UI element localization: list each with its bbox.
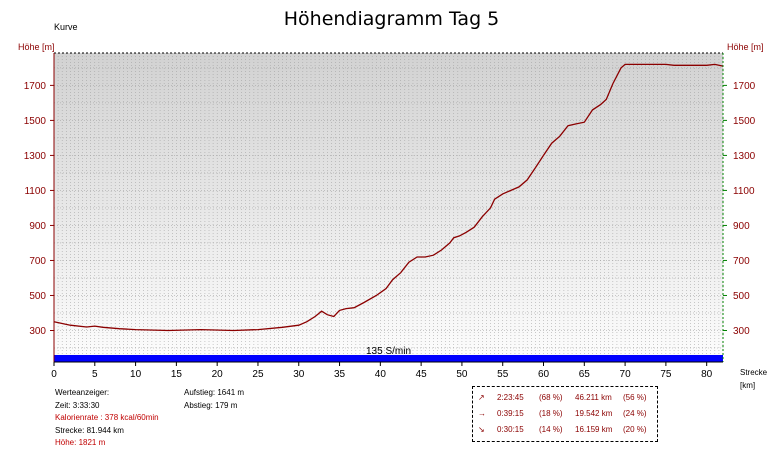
ascent-value: Aufstieg: 1641 m <box>184 388 245 397</box>
downhill-icon: ↘ <box>478 425 485 434</box>
y-tick-label-right: 900 <box>733 221 750 232</box>
x-tick-label: 35 <box>334 369 346 380</box>
ascent-descent: Aufstieg: 1641 m Abstieg: 179 m <box>184 387 244 412</box>
stats-time: 0:39:15 <box>497 409 524 418</box>
stats-time: 2:23:45 <box>497 393 524 402</box>
x-tick-label: 75 <box>660 369 672 380</box>
x-tick-label: 0 <box>51 369 57 380</box>
y-tick-label-left: 1300 <box>24 151 47 162</box>
x-tick-label: 50 <box>456 369 468 380</box>
y-tick-label-right: 500 <box>733 291 750 302</box>
chart-subtitle: Kurve <box>54 22 78 32</box>
x-ticks: 0 5 10 15 20 25 30 35 40 45 50 55 60 65 70 75 80 <box>51 362 713 380</box>
stats-distance-pct: (56 %) <box>623 393 647 402</box>
stats-row-uphill: ↗ 2:23:45 (68 %) 46.211 km (56 %) <box>473 393 657 407</box>
calorie-rate: Kalorienrate : 378 kcal/60min <box>55 413 159 422</box>
y-tick-label-right: 700 <box>733 256 750 267</box>
y-tick-label-right: 1300 <box>733 151 756 162</box>
stats-distance: 16.159 km <box>575 425 613 434</box>
x-axis-unit: [km] <box>740 381 756 390</box>
x-tick-label: 80 <box>701 369 713 380</box>
stats-distance-pct: (20 %) <box>623 425 647 434</box>
y-tick-label-right: 1100 <box>733 186 755 197</box>
y-tick-label-left: 1500 <box>24 116 47 127</box>
y-axis-label-left: Höhe [m] <box>18 42 55 52</box>
x-tick-label: 70 <box>620 369 632 380</box>
stats-row-flat: → 0:39:15 (18 %) 19.542 km (24 %) <box>473 409 657 423</box>
y-axis-label-right: Höhe [m] <box>727 42 764 52</box>
value-display: Werteanzeiger: Zeit: 3:33:30 Kalorienrat… <box>55 387 159 450</box>
y-tick-label-right: 300 <box>733 326 750 337</box>
y-tick-label-left: 300 <box>29 326 46 337</box>
uphill-icon: ↗ <box>478 393 485 402</box>
value-display-header: Werteanzeiger: <box>55 388 110 397</box>
x-axis-label: Strecke [km] <box>740 366 767 392</box>
stats-row-downhill: ↘ 0:30:15 (14 %) 16.159 km (20 %) <box>473 425 657 439</box>
distance-value: Strecke: 81.944 km <box>55 425 124 435</box>
y-tick-label-left: 700 <box>29 256 46 267</box>
gradient-stats-box: ↗ 2:23:45 (68 %) 46.211 km (56 %) → 0:39… <box>472 386 658 442</box>
elevation-line <box>53 63 724 332</box>
x-tick-label: 30 <box>293 369 305 380</box>
cadence-band-label: 135 S/min <box>366 346 411 357</box>
descent-value: Abstieg: 179 m <box>184 400 238 410</box>
x-tick-label: 65 <box>579 369 591 380</box>
cadence-band <box>54 355 723 362</box>
time-value: Zeit: 3:33:30 <box>55 400 100 410</box>
stats-time-pct: (18 %) <box>539 409 563 418</box>
stats-distance: 19.542 km <box>575 409 613 418</box>
y-ticks: 300 300 500 500 700 700 900 900 1100 1100 1300 1300… <box>24 81 756 337</box>
x-tick-label: 60 <box>538 369 550 380</box>
stats-time: 0:30:15 <box>497 425 524 434</box>
stats-distance: 46.211 km <box>575 393 612 402</box>
x-tick-label: 25 <box>252 369 264 380</box>
y-tick-label-right: 1700 <box>733 81 756 92</box>
x-axis-title: Strecke <box>740 368 768 377</box>
stats-distance-pct: (24 %) <box>623 409 647 418</box>
y-tick-label-right: 1500 <box>733 116 756 127</box>
x-tick-label: 20 <box>212 369 224 380</box>
x-tick-label: 5 <box>92 369 98 380</box>
y-tick-label-left: 1100 <box>24 186 46 197</box>
x-tick-label: 40 <box>375 369 387 380</box>
x-tick-label: 15 <box>171 369 183 380</box>
stats-time-pct: (68 %) <box>539 393 563 402</box>
chart-title: Höhendiagramm Tag 5 <box>283 8 500 30</box>
grid <box>53 53 724 355</box>
y-tick-label-left: 900 <box>29 221 46 232</box>
flat-icon: → <box>478 409 486 418</box>
stats-time-pct: (14 %) <box>539 425 563 434</box>
y-tick-label-left: 1700 <box>24 81 47 92</box>
altitude-value: Höhe: 1821 m <box>55 438 106 447</box>
x-tick-label: 45 <box>416 369 428 380</box>
y-tick-label-left: 500 <box>29 291 46 302</box>
x-tick-label: 55 <box>497 369 509 380</box>
x-tick-label: 10 <box>130 369 142 380</box>
